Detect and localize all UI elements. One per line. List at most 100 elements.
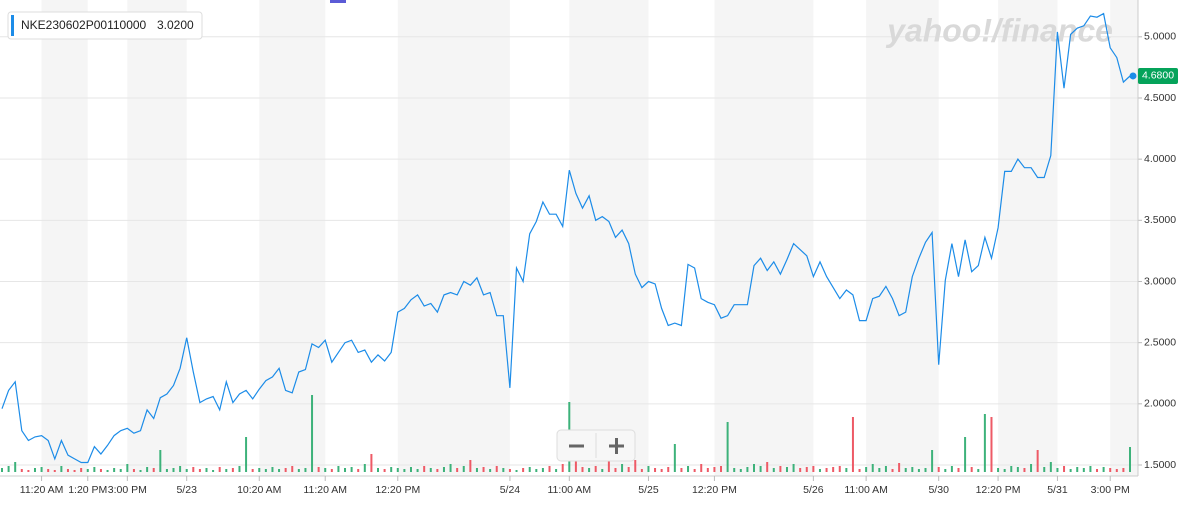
- volume-bar: [878, 468, 881, 472]
- volume-bar: [541, 468, 544, 472]
- volume-bar: [429, 468, 432, 472]
- band: [397, 0, 510, 476]
- volume-bar: [634, 460, 637, 472]
- band: [569, 0, 649, 476]
- legend-name: NKE230602P00110000: [21, 18, 147, 32]
- x-tick-label: 5/30: [928, 484, 949, 496]
- volume-bar: [159, 450, 162, 472]
- volume-bar: [20, 469, 23, 472]
- volume-bar: [1122, 468, 1125, 472]
- band: [866, 0, 939, 476]
- volume-bar: [324, 468, 327, 472]
- volume-bar: [1063, 466, 1066, 472]
- volume-bar: [423, 466, 426, 472]
- volume-bar: [739, 469, 742, 472]
- volume-bar: [818, 469, 821, 472]
- zoom-controls: [556, 429, 636, 462]
- volume-bar: [911, 467, 914, 472]
- volume-bar: [997, 468, 1000, 472]
- volume-bar: [264, 469, 267, 472]
- volume-bar: [515, 470, 518, 472]
- volume-bar: [891, 469, 894, 472]
- volume-bar: [871, 464, 874, 472]
- volume-bar: [1102, 467, 1105, 472]
- volume-bar: [139, 470, 142, 472]
- volume-bar: [251, 469, 254, 472]
- volume-bar: [284, 468, 287, 472]
- volume-bar: [838, 466, 841, 472]
- volume-bar: [528, 467, 531, 472]
- volume-bar: [977, 469, 980, 472]
- volume-bar: [291, 466, 294, 472]
- volume-bar: [621, 464, 624, 472]
- background: [41, 0, 1138, 476]
- volume-bar: [231, 468, 234, 472]
- volume-bar: [304, 468, 307, 472]
- zoom-in[interactable]: [609, 438, 624, 454]
- volume-bar: [495, 466, 498, 472]
- band: [259, 0, 326, 476]
- volume-bar: [693, 469, 696, 472]
- volume-bar: [1109, 468, 1112, 472]
- volume-bar: [357, 469, 360, 472]
- volume-bar: [713, 467, 716, 472]
- volume-bar: [93, 467, 96, 472]
- volume-bar: [588, 468, 591, 472]
- volume-bar: [436, 469, 439, 472]
- volume-bar: [917, 469, 920, 472]
- x-tick-label: 11:20 AM: [303, 484, 347, 496]
- volume-bar: [271, 467, 274, 472]
- volume-bar: [245, 437, 248, 472]
- volume-bar: [456, 468, 459, 472]
- volume-bar: [898, 463, 901, 472]
- volume-bar: [53, 470, 56, 472]
- volume-bar: [660, 469, 663, 472]
- volume-bar: [772, 468, 775, 472]
- volume-bar: [416, 469, 419, 472]
- volume-bar: [344, 468, 347, 472]
- volume-bar: [1010, 466, 1013, 472]
- legend: NKE230602P00110000 3.0200: [7, 11, 203, 40]
- volume-bar: [1069, 469, 1072, 472]
- x-tick-label: 12:20 PM: [976, 484, 1021, 496]
- volume-bar: [311, 395, 314, 472]
- volume-bar: [370, 454, 373, 472]
- x-tick-label: 12:20 PM: [692, 484, 737, 496]
- volume-bar: [33, 468, 36, 472]
- legend-box: [7, 11, 203, 40]
- volume-bar: [700, 464, 703, 472]
- volume-bar: [27, 470, 30, 472]
- volume-bar: [680, 468, 683, 472]
- volume-bar: [86, 469, 89, 472]
- volume-bar: [805, 467, 808, 472]
- x-tick-label: 12:20 PM: [375, 484, 420, 496]
- volume-bar: [1, 468, 3, 472]
- y-tick-label: 3.5000: [1144, 214, 1176, 226]
- volume-bar: [937, 467, 940, 472]
- volume-bar: [225, 469, 228, 472]
- volume-bar: [1082, 468, 1085, 472]
- volume-bar: [462, 466, 465, 472]
- volume-bar: [172, 468, 175, 472]
- volume-bar: [1049, 462, 1052, 472]
- x-tick-label: 5/25: [638, 484, 659, 496]
- volume-bar: [904, 468, 907, 472]
- volume-bar: [687, 466, 690, 472]
- volume-bar: [218, 467, 221, 472]
- volume-bar: [205, 468, 208, 472]
- volume-bar: [1043, 467, 1046, 472]
- volume-bar: [383, 469, 386, 472]
- volume-bar: [964, 437, 967, 472]
- volume-bar: [1115, 469, 1118, 472]
- x-tick-label: 5/23: [176, 484, 197, 496]
- last-price-badge: [1138, 67, 1178, 84]
- volume-bar: [132, 469, 135, 472]
- volume-bar: [330, 469, 333, 472]
- y-tick-label: 4.0000: [1144, 153, 1176, 165]
- volume-bar: [1076, 467, 1079, 472]
- legend-price: 3.0200: [157, 18, 194, 32]
- y-tick-label: 2.5000: [1144, 336, 1176, 348]
- volume-bar: [377, 468, 379, 472]
- volume-bar: [759, 466, 762, 472]
- volume-bar: [924, 468, 927, 472]
